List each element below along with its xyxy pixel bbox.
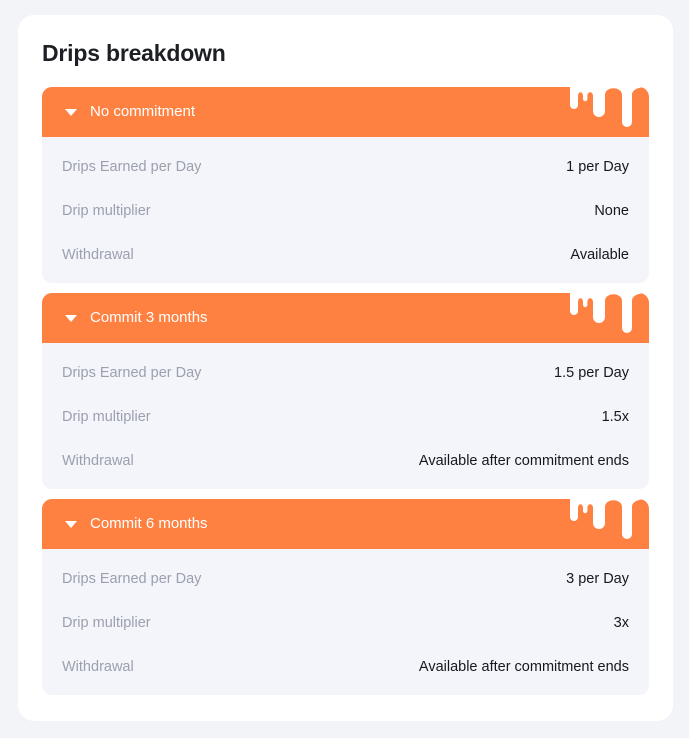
- tier-section-commit-3-months: Commit 3 months Drips Earned per Day 1.5…: [42, 293, 649, 489]
- detail-row: Drip multiplier None: [62, 201, 629, 221]
- tier-title: Commit 3 months: [90, 309, 208, 326]
- detail-value: 1.5x: [601, 409, 629, 425]
- tier-title: Commit 6 months: [90, 515, 208, 532]
- detail-row: Withdrawal Available after commitment en…: [62, 451, 629, 471]
- detail-value: Available after commitment ends: [418, 659, 629, 675]
- caret-down-icon[interactable]: [65, 521, 77, 528]
- tier-title: No commitment: [90, 103, 196, 120]
- tier-header-no-commitment[interactable]: No commitment: [42, 87, 649, 137]
- drip-decoration-icon: [570, 293, 649, 333]
- detail-row: Drips Earned per Day 1.5 per Day: [62, 363, 629, 383]
- detail-row: Drips Earned per Day 3 per Day: [62, 569, 629, 589]
- detail-label: Drips Earned per Day: [62, 159, 202, 175]
- detail-label: Drips Earned per Day: [62, 365, 202, 381]
- detail-value: 1 per Day: [566, 159, 629, 175]
- detail-row: Withdrawal Available after commitment en…: [62, 657, 629, 677]
- detail-value: 3 per Day: [566, 571, 629, 587]
- detail-value: Available: [570, 247, 629, 263]
- page-title: Drips breakdown: [42, 40, 226, 66]
- detail-label: Drip multiplier: [62, 615, 151, 631]
- detail-label: Drips Earned per Day: [62, 571, 202, 587]
- tier-section-no-commitment: No commitment Drips Earned per Day 1 per…: [42, 87, 649, 283]
- drips-breakdown-card: Drips breakdown No commitment Drips Earn…: [18, 15, 673, 721]
- detail-label: Drip multiplier: [62, 203, 151, 219]
- tier-details: Drips Earned per Day 3 per Day Drip mult…: [42, 549, 649, 695]
- detail-value: 1.5 per Day: [554, 365, 629, 381]
- detail-label: Withdrawal: [62, 247, 134, 263]
- drip-decoration-icon: [570, 499, 649, 539]
- detail-label: Drip multiplier: [62, 409, 151, 425]
- detail-row: Drips Earned per Day 1 per Day: [62, 157, 629, 177]
- detail-label: Withdrawal: [62, 659, 134, 675]
- detail-value: Available after commitment ends: [418, 453, 629, 469]
- caret-down-icon[interactable]: [65, 315, 77, 322]
- caret-down-icon[interactable]: [65, 109, 77, 116]
- tier-header-commit-6-months[interactable]: Commit 6 months: [42, 499, 649, 549]
- detail-value: None: [594, 203, 629, 219]
- detail-value: 3x: [613, 615, 629, 631]
- tier-header-commit-3-months[interactable]: Commit 3 months: [42, 293, 649, 343]
- detail-label: Withdrawal: [62, 453, 134, 469]
- detail-row: Drip multiplier 1.5x: [62, 407, 629, 427]
- tier-section-commit-6-months: Commit 6 months Drips Earned per Day 3 p…: [42, 499, 649, 695]
- tier-details: Drips Earned per Day 1 per Day Drip mult…: [42, 137, 649, 283]
- detail-row: Drip multiplier 3x: [62, 613, 629, 633]
- detail-row: Withdrawal Available: [62, 245, 629, 265]
- tier-details: Drips Earned per Day 1.5 per Day Drip mu…: [42, 343, 649, 489]
- drip-decoration-icon: [570, 87, 649, 127]
